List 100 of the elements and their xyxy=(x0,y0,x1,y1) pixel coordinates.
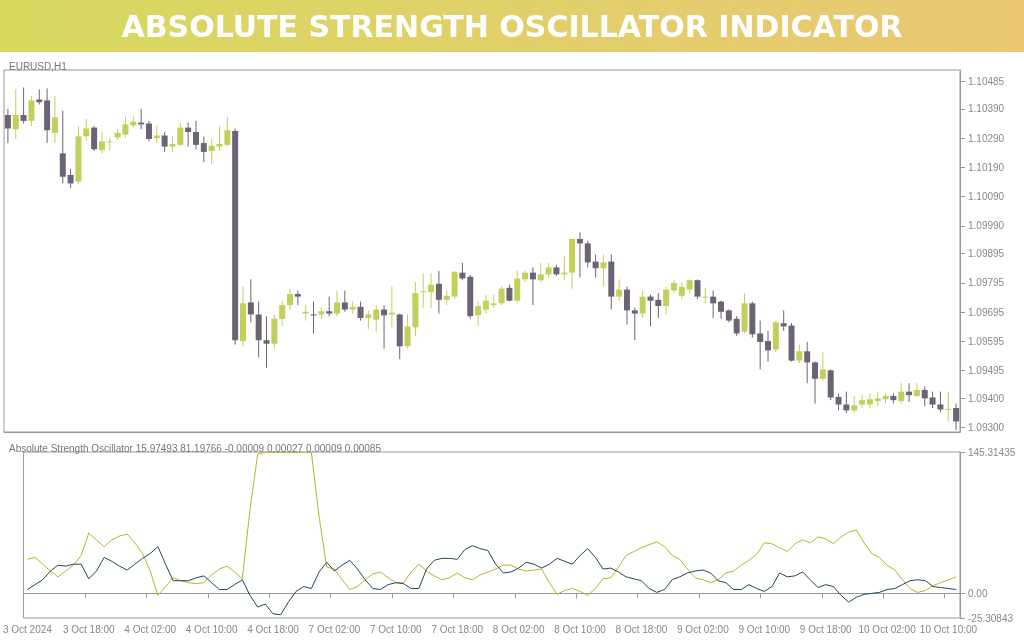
candlestick xyxy=(20,87,27,125)
candlestick xyxy=(59,110,66,184)
candlestick xyxy=(757,320,764,370)
candlestick xyxy=(192,120,199,150)
chart-title: Absolute Strength Oscillator 15.97493 81.19766 -0.00009 0.00027 0.00009 0.00085 xyxy=(9,442,382,454)
chart-subtitle: EURUSD,H1 xyxy=(9,60,68,72)
candlestick xyxy=(381,304,388,350)
candlestick xyxy=(161,131,168,153)
y-tick-label: 1.10090 xyxy=(968,191,1005,203)
x-tick-label: 10 Oct 02:00 xyxy=(858,623,917,635)
candlestick xyxy=(482,294,489,315)
y-tick-label: 1.10390 xyxy=(968,103,1005,115)
candlestick xyxy=(341,289,348,313)
y-tick-label: 1.09795 xyxy=(968,277,1005,289)
candlestick xyxy=(498,285,505,306)
x-tick-label: 3 Oct 18:00 xyxy=(62,623,116,635)
candlestick xyxy=(420,273,427,309)
candlestick xyxy=(373,304,380,333)
candlestick xyxy=(616,278,623,302)
candlestick xyxy=(177,122,184,148)
candlestick xyxy=(859,394,866,409)
candlestick xyxy=(663,286,670,315)
candlestick xyxy=(694,278,701,300)
candlestick xyxy=(145,120,152,142)
x-tick-label: 10 Oct 10:00 xyxy=(919,623,978,635)
candlestick xyxy=(623,285,630,326)
candlestick xyxy=(326,296,333,317)
candlestick xyxy=(247,278,254,323)
candlestick xyxy=(647,294,654,327)
candlestick xyxy=(866,392,873,409)
y-tick-label: 1.10190 xyxy=(968,161,1005,173)
x-tick-label: 7 Oct 18:00 xyxy=(431,623,484,635)
candlestick xyxy=(945,391,952,422)
candlestick xyxy=(592,254,599,279)
candlestick xyxy=(670,279,677,294)
candlestick xyxy=(98,131,105,154)
candlestick xyxy=(83,118,90,141)
candlestick xyxy=(639,289,646,319)
candlestick xyxy=(898,382,905,405)
candlestick xyxy=(631,307,638,341)
y-tick-label: -25.30843 xyxy=(968,612,1014,624)
y-tick-label: 145.31435 xyxy=(968,446,1016,458)
candlestick xyxy=(953,403,960,431)
x-tick-label: 9 Oct 10:00 xyxy=(738,623,791,635)
y-tick-label: 1.09495 xyxy=(968,365,1005,377)
y-tick-label: 1.09400 xyxy=(968,392,1005,404)
candlestick xyxy=(475,300,482,327)
candlestick xyxy=(67,168,74,189)
candlestick xyxy=(819,351,826,382)
candlestick xyxy=(804,341,811,384)
y-tick-label: 1.09895 xyxy=(968,248,1005,260)
candlestick xyxy=(357,301,364,322)
candlestick xyxy=(294,289,301,306)
candlestick xyxy=(812,361,819,405)
candlestick xyxy=(91,125,98,152)
y-tick-label: 0.00 xyxy=(968,587,988,599)
y-tick-label: 1.10290 xyxy=(968,132,1005,144)
candlestick xyxy=(185,122,192,148)
candlestick xyxy=(765,330,772,363)
candlestick xyxy=(287,288,294,311)
candlestick xyxy=(600,254,607,287)
candlestick xyxy=(28,95,35,127)
x-tick-label: 3 Oct 2024 xyxy=(2,623,53,635)
x-tick-label: 4 Oct 10:00 xyxy=(185,623,238,635)
candlestick xyxy=(655,292,662,319)
candlestick xyxy=(365,309,372,330)
y-tick-label: 1.09695 xyxy=(968,306,1005,318)
candlestick xyxy=(263,315,270,369)
x-tick-label: 7 Oct 02:00 xyxy=(308,623,361,635)
y-tick-label: 1.10485 xyxy=(968,75,1005,87)
line-series xyxy=(26,545,957,616)
y-tick-label: 1.09990 xyxy=(968,220,1005,232)
candlestick xyxy=(224,116,231,148)
candlestick xyxy=(733,315,740,337)
candlestick xyxy=(702,287,709,304)
x-tick-label: 9 Oct 18:00 xyxy=(799,623,852,635)
candlestick xyxy=(12,88,19,140)
candlestick xyxy=(302,304,309,322)
candlestick xyxy=(913,382,920,398)
candlestick xyxy=(718,300,724,320)
candlestick xyxy=(584,240,591,268)
candlestick xyxy=(537,262,544,283)
candlestick xyxy=(4,108,11,144)
y-tick-label: 1.09300 xyxy=(968,422,1005,434)
candlestick xyxy=(435,270,442,315)
candlestick xyxy=(529,266,536,306)
x-tick-label: 7 Oct 10:00 xyxy=(369,623,423,635)
candlestick xyxy=(710,289,717,319)
x-tick-label: 4 Oct 18:00 xyxy=(247,623,300,635)
x-tick-label: 8 Oct 18:00 xyxy=(615,623,668,635)
candlestick xyxy=(334,289,341,317)
y-tick-label: 1.09595 xyxy=(968,335,1005,347)
candlestick xyxy=(780,309,787,332)
candlestick xyxy=(106,137,113,152)
candlestick xyxy=(796,344,803,364)
x-tick-label: 8 Oct 10:00 xyxy=(554,623,607,635)
candlestick xyxy=(514,270,521,303)
candlestick xyxy=(200,135,207,163)
chart-title: ABSOLUTE STRENGTH OSCILLATOR INDICATOR xyxy=(0,0,1024,52)
candlestick xyxy=(921,385,928,407)
